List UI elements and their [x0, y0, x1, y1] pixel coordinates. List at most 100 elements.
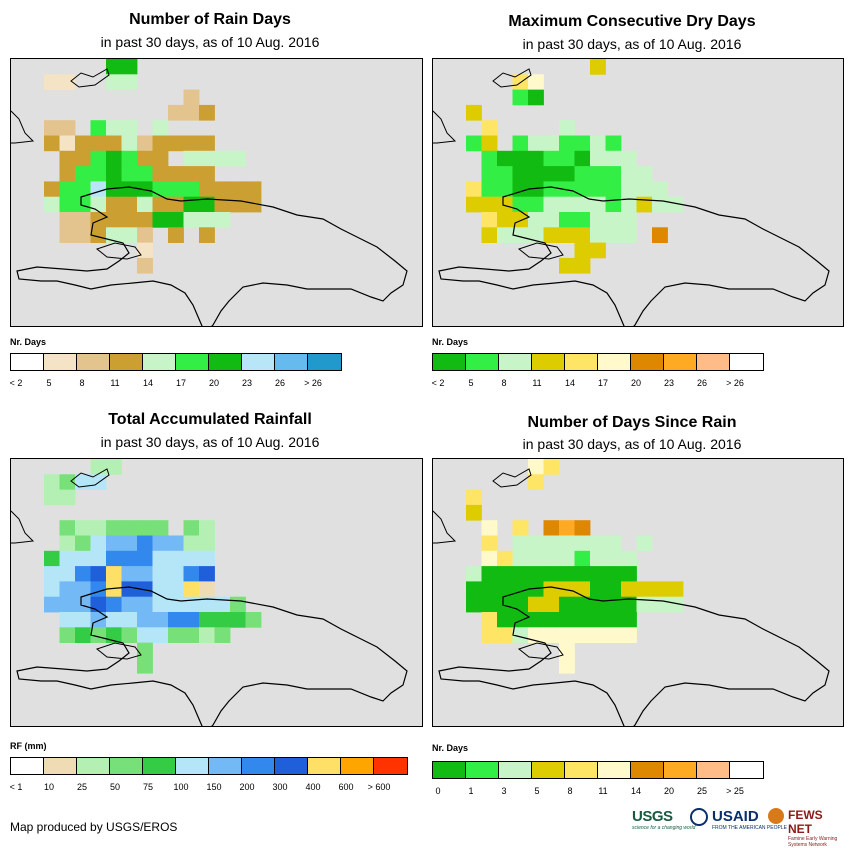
map-cell: [497, 166, 513, 182]
legend-swatch: [242, 354, 275, 370]
map-cell: [59, 120, 76, 136]
map-cell: [559, 212, 575, 228]
map-cell: [466, 104, 482, 121]
map-cell: [605, 566, 622, 582]
map-rainfall: [10, 458, 423, 727]
map-cell: [512, 212, 529, 228]
map-cell: [230, 612, 246, 628]
map-cell: [106, 627, 122, 643]
map-cell: [528, 474, 544, 490]
map-days-since-rain: [432, 458, 844, 727]
map-cell: [621, 596, 637, 613]
map-cell: [528, 612, 544, 628]
map-cell: [152, 535, 169, 552]
map-cell: [652, 181, 668, 198]
map-cell: [199, 627, 215, 643]
legend-swatch: [433, 354, 466, 370]
legend-bar: [10, 757, 408, 775]
map-cell: [152, 196, 169, 213]
map-cell: [152, 581, 169, 598]
legend-swatch: [176, 758, 209, 774]
legend-swatch: [631, 762, 664, 778]
map-cell: [559, 657, 575, 674]
map-cell: [512, 135, 529, 152]
legend-label: 20: [208, 378, 220, 388]
map-cell: [636, 581, 653, 598]
map-cell: [481, 150, 498, 167]
map-cell: [137, 550, 153, 567]
legend-label: 14: [564, 378, 576, 388]
legend-label: 11: [110, 378, 120, 388]
map-cell: [75, 520, 91, 536]
legend-label: 20: [630, 378, 642, 388]
map-cell: [199, 535, 215, 552]
legend-swatch: [598, 762, 631, 778]
usaid-tagline: FROM THE AMERICAN PEOPLE: [712, 825, 787, 831]
map-cell: [75, 181, 91, 198]
map-cell: [199, 581, 215, 598]
legend-label: 8: [79, 378, 85, 388]
map-cell: [559, 257, 575, 274]
map-cell: [121, 181, 138, 198]
legend-label: > 26: [726, 378, 744, 388]
map-cell: [466, 581, 482, 598]
legend-label: 14: [630, 786, 642, 796]
map-cell: [90, 212, 107, 228]
map-cell: [667, 596, 684, 613]
legend-title: Nr. Days: [10, 337, 47, 347]
legend-swatch: [77, 354, 110, 370]
legend-swatch: [664, 354, 697, 370]
map-cell: [106, 181, 122, 198]
map-cell: [199, 612, 215, 628]
map-cell: [497, 150, 513, 167]
map-cell: [512, 535, 529, 552]
legend-swatch: [176, 354, 209, 370]
map-cell: [230, 150, 246, 167]
map-cell: [183, 89, 200, 106]
map-cell: [59, 550, 76, 567]
map-cell: [106, 459, 122, 475]
legend-swatch: [11, 758, 44, 774]
map-cell: [59, 627, 76, 643]
fews-tagline: Famine Early Warning Systems Network: [788, 836, 838, 848]
map-cell: [183, 166, 200, 182]
legend-label: 10: [43, 782, 55, 792]
map-cell: [497, 196, 513, 213]
map-cell: [559, 581, 575, 598]
map-cell: [59, 196, 76, 213]
map-cell: [168, 181, 184, 198]
map-cell: [543, 166, 560, 182]
map-cell: [121, 196, 138, 213]
legend-label: 11: [598, 786, 608, 796]
legend-title: RF (mm): [10, 741, 47, 751]
legend-label: 50: [109, 782, 121, 792]
map-cell: [574, 181, 591, 198]
map-cell: [152, 166, 169, 182]
legend-label: 1: [468, 786, 474, 796]
map-cell: [106, 520, 122, 536]
map-cell: [59, 489, 76, 506]
map-cell: [605, 196, 622, 213]
map-cell: [497, 227, 513, 243]
map-cell: [621, 212, 637, 228]
map-cell: [152, 612, 169, 628]
legend-swatch: [466, 354, 499, 370]
legend-label: 100: [173, 782, 189, 792]
map-cell: [466, 504, 482, 521]
legend-label: 5: [534, 786, 540, 796]
map-cell: [528, 566, 544, 582]
map-cell: [559, 196, 575, 213]
map-cell: [559, 520, 575, 536]
legend-swatch: [598, 354, 631, 370]
legend-label: 14: [142, 378, 154, 388]
map-cell: [183, 104, 200, 121]
inagua-island-outline: [70, 68, 110, 88]
map-cell: [121, 566, 138, 582]
legend-swatch: [341, 758, 374, 774]
map-cell: [512, 581, 529, 598]
legend-bar: [432, 353, 764, 371]
panel-title: Maximum Consecutive Dry Days: [508, 13, 756, 30]
hispaniola-outline: [438, 586, 830, 726]
legend-label: 300: [272, 782, 288, 792]
gonave-island-outline: [95, 242, 142, 260]
